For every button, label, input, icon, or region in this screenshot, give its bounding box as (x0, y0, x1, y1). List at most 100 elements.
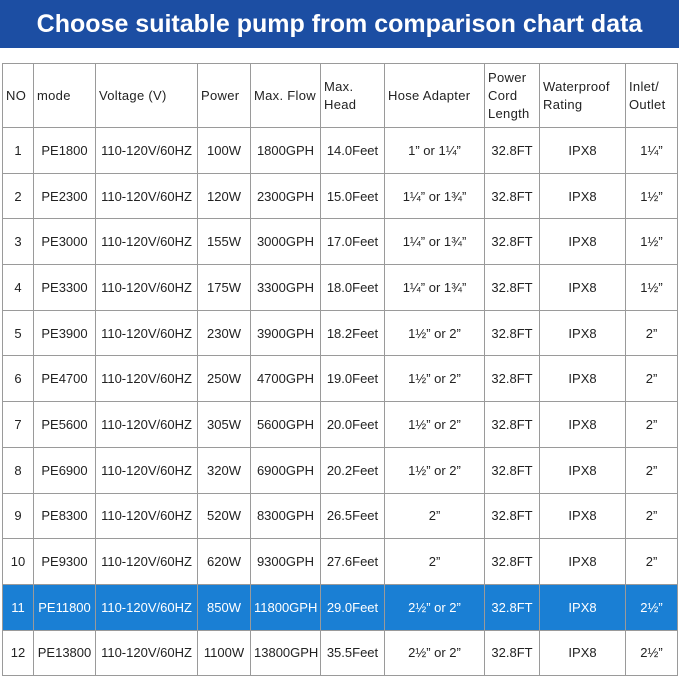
table-cell: 155W (197, 218, 251, 266)
table-cell: 1” or 1¼” (384, 127, 485, 174)
table-cell: 175W (197, 264, 251, 311)
table-cell: 32.8FT (484, 355, 540, 403)
table-cell: IPX8 (539, 401, 626, 448)
table-cell: 110-120V/60HZ (95, 538, 198, 585)
table-cell: 850W (197, 583, 251, 631)
table-row: 2 PE2300 110-120V/60HZ 120W 2300GPH 15.0Feet 1… (2, 172, 678, 220)
table-cell: 1¼” or 1¾” (384, 264, 485, 311)
table-cell: IPX8 (539, 629, 626, 676)
table-cell: PE3300 (33, 264, 96, 311)
table-row: 1 PE1800 110-120V/60HZ 100W 1800GPH 14.0Feet 1… (2, 127, 678, 174)
table-row: 10 PE9300 110-120V/60HZ 620W 9300GPH 27.6Feet… (2, 538, 678, 585)
table-cell: 15.0Feet (320, 172, 385, 220)
table-cell: 3300GPH (250, 264, 321, 311)
table-cell: 110-120V/60HZ (95, 218, 198, 266)
table-cell: 1½” (625, 172, 678, 220)
table-cell: 100W (197, 127, 251, 174)
table-cell: 1½” or 2” (384, 401, 485, 448)
table-cell: 230W (197, 309, 251, 357)
table-cell: PE5600 (33, 401, 96, 448)
table-cell: IPX8 (539, 446, 626, 494)
title-banner: Choose suitable pump from comparison cha… (0, 0, 679, 48)
table-cell: 32.8FT (484, 401, 540, 448)
table-cell: 32.8FT (484, 264, 540, 311)
table-cell: PE6900 (33, 446, 96, 494)
table-cell: 110-120V/60HZ (95, 629, 198, 676)
table-cell: 32.8FT (484, 629, 540, 676)
table-cell: 620W (197, 538, 251, 585)
table-cell: 17.0Feet (320, 218, 385, 266)
table-cell: 2 (2, 172, 34, 220)
table-cell: 32.8FT (484, 583, 540, 631)
table-cell: 3900GPH (250, 309, 321, 357)
table-row: 5 PE3900 110-120V/60HZ 230W 3900GPH 18.2Feet 1… (2, 309, 678, 357)
table-cell: 9300GPH (250, 538, 321, 585)
table-cell: 4700GPH (250, 355, 321, 403)
table-cell: IPX8 (539, 127, 626, 174)
table-cell: 32.8FT (484, 218, 540, 266)
table-cell: PE8300 (33, 492, 96, 540)
table-cell: 2½” (625, 629, 678, 676)
table-cell: 29.0Feet (320, 583, 385, 631)
header-cell: Power Cord Length (484, 63, 540, 128)
table-cell: 1½” (625, 264, 678, 311)
table-cell: 2” (625, 401, 678, 448)
table-cell: 18.2Feet (320, 309, 385, 357)
table-cell: 110-120V/60HZ (95, 446, 198, 494)
table-cell: 11800GPH (250, 583, 321, 631)
table-cell: PE2300 (33, 172, 96, 220)
table-cell: 2½” (625, 583, 678, 631)
table-cell: 4 (2, 264, 34, 311)
header-cell: Max. Flow (250, 63, 321, 128)
table-cell: 110-120V/60HZ (95, 309, 198, 357)
table-cell: IPX8 (539, 172, 626, 220)
table-cell: 18.0Feet (320, 264, 385, 311)
table-cell: 35.5Feet (320, 629, 385, 676)
header-cell: Voltage (V) (95, 63, 198, 128)
table-row: 12 PE13800 110-120V/60HZ 1100W 13800GPH 35.5F… (2, 629, 678, 676)
table-cell: 2” (625, 309, 678, 357)
table-cell: 1½” or 2” (384, 355, 485, 403)
table-cell: IPX8 (539, 538, 626, 585)
table-cell: 10 (2, 538, 34, 585)
header-row: NO mode Voltage (V) Power Max. Flow Max. Head… (2, 63, 678, 128)
table-cell: 19.0Feet (320, 355, 385, 403)
table-cell: 8 (2, 446, 34, 494)
table-cell: 8300GPH (250, 492, 321, 540)
table-cell: 2½” or 2” (384, 629, 485, 676)
table-cell: 2300GPH (250, 172, 321, 220)
table-row: 3 PE3000 110-120V/60HZ 155W 3000GPH 17.0Feet 1… (2, 218, 678, 266)
table-cell: 3000GPH (250, 218, 321, 266)
header-cell: Waterproof Rating (539, 63, 626, 128)
table-cell: 5600GPH (250, 401, 321, 448)
table-cell: 120W (197, 172, 251, 220)
header-cell: Max. Head (320, 63, 385, 128)
table-cell: PE11800 (33, 583, 96, 631)
table-cell: 32.8FT (484, 172, 540, 220)
table-cell: 32.8FT (484, 492, 540, 540)
header-cell: mode (33, 63, 96, 128)
table-cell: 2” (384, 492, 485, 540)
table-cell: 110-120V/60HZ (95, 401, 198, 448)
table-cell: 32.8FT (484, 538, 540, 585)
table-cell: 1½” (625, 218, 678, 266)
table-cell: IPX8 (539, 355, 626, 403)
comparison-table: NO mode Voltage (V) Power Max. Flow Max. Head… (2, 63, 678, 676)
table-cell: PE4700 (33, 355, 96, 403)
table-cell: PE13800 (33, 629, 96, 676)
table-cell: 2” (625, 538, 678, 585)
table-cell: IPX8 (539, 492, 626, 540)
table-cell: 520W (197, 492, 251, 540)
table-cell: 32.8FT (484, 446, 540, 494)
table-cell: 20.0Feet (320, 401, 385, 448)
table-body: 1 PE1800 110-120V/60HZ 100W 1800GPH 14.0Feet 1… (2, 127, 678, 676)
table-cell: 9 (2, 492, 34, 540)
table-cell: IPX8 (539, 218, 626, 266)
table-cell: 1¼” (625, 127, 678, 174)
table-cell: PE3000 (33, 218, 96, 266)
table-cell: 110-120V/60HZ (95, 492, 198, 540)
table-cell: 2½” or 2” (384, 583, 485, 631)
table-cell: 1½” or 2” (384, 446, 485, 494)
table-cell: 320W (197, 446, 251, 494)
